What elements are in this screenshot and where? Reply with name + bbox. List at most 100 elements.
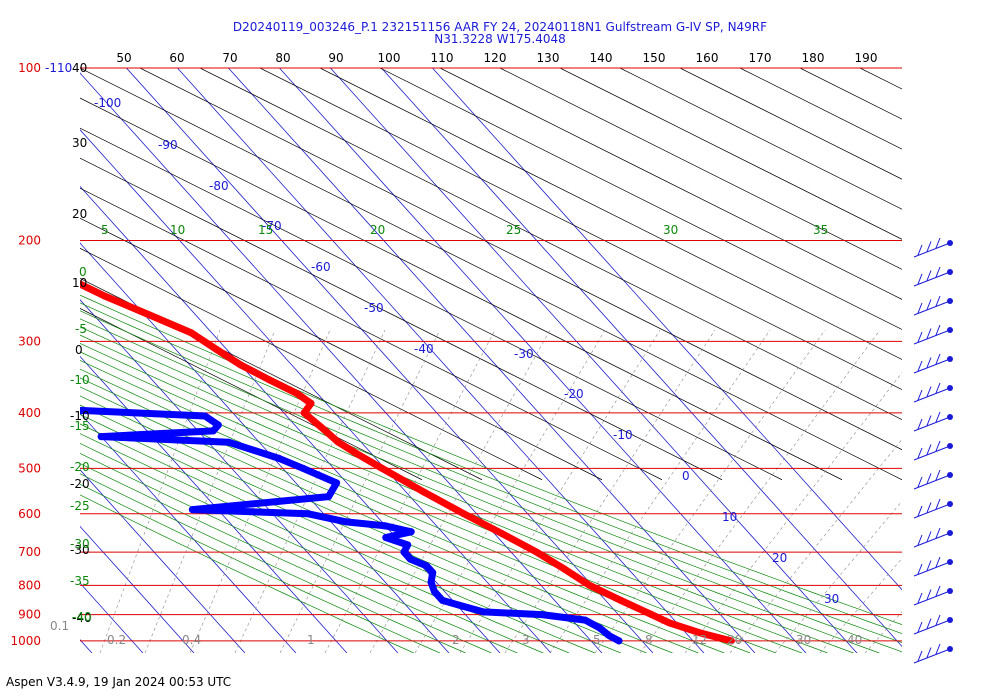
dewpoint-point: [438, 596, 446, 604]
reference-line: [379, 68, 902, 330]
wind-barb-flag: [926, 299, 932, 310]
reference-line: [80, 127, 783, 481]
isotherm-line: [432, 68, 902, 591]
mixing-ratio-label: 30: [796, 633, 811, 647]
dewpoint-point: [382, 534, 390, 541]
wind-barb-flag: [926, 502, 932, 513]
wind-barb-flag: [935, 324, 941, 336]
isotherm-label: -90: [158, 138, 178, 152]
mixing-ratio-label: 5: [593, 633, 601, 647]
top-temperature-label: 60: [169, 51, 184, 65]
reference-line: [319, 68, 902, 360]
isotherm-label: -50: [364, 301, 384, 315]
dry-adiabat: [80, 318, 902, 653]
wind-barb-flag: [935, 237, 941, 249]
mixing-ratio-line: [279, 329, 441, 653]
dry-adiabat-label: -40: [72, 610, 92, 624]
title-line-2: N31.3228 W175.4048: [434, 32, 566, 46]
isotherm-line: [126, 68, 654, 653]
wind-barb-flag: [935, 527, 941, 539]
dry-adiabat-label: 25: [506, 223, 521, 237]
wind-barb: [913, 358, 951, 374]
temperature-point: [378, 464, 386, 472]
mixing-ratio-line: [549, 329, 771, 653]
isotherm-line: [80, 469, 246, 653]
wind-barb: [913, 416, 951, 432]
top-temperature-label: 190: [855, 51, 878, 65]
mixing-ratio-label: 3: [522, 633, 530, 647]
wind-barb-flag: [917, 331, 923, 343]
reference-line: [139, 68, 902, 451]
reference-line: [739, 68, 902, 150]
pressure-label: 100: [18, 61, 41, 75]
dry-adiabat: [80, 483, 440, 653]
dewpoint-point: [427, 578, 435, 586]
dry-adiabat: [80, 343, 828, 653]
reference-line: [80, 68, 902, 481]
wind-barb-station: [947, 240, 953, 246]
dewpoint-point: [596, 624, 604, 632]
wind-barb-flag: [935, 556, 941, 568]
dry-adiabat: [80, 326, 880, 653]
wind-barb: [913, 648, 951, 664]
dry-adiabat-label: -30: [70, 537, 90, 551]
dewpoint-point: [430, 588, 438, 595]
top-temperature-label: 160: [696, 51, 719, 65]
pressure-label: 400: [18, 406, 41, 420]
temperature-point: [665, 619, 673, 627]
left-axis-label: 30: [72, 136, 87, 150]
wind-barb-flag: [926, 386, 932, 397]
wind-barb-flag: [935, 614, 941, 626]
dry-adiabat: [80, 377, 725, 653]
wind-barb-flag: [935, 411, 941, 423]
temperature-point: [34, 261, 41, 268]
left-axis-label: 20: [72, 207, 87, 221]
dewpoint-point: [407, 528, 415, 536]
dewpoint-point: [4, 397, 11, 404]
mixing-ratio-line: [639, 329, 881, 653]
dry-adiabat: [80, 310, 902, 644]
dry-adiabat: [80, 442, 544, 653]
pressure-label: 700: [18, 545, 41, 559]
wind-barb-station: [947, 559, 953, 565]
dry-adiabat-label: 35: [813, 223, 828, 237]
temperature-point: [727, 637, 735, 645]
wind-barb-flag: [917, 244, 923, 256]
temperature-point: [648, 611, 656, 619]
dry-adiabat: [80, 452, 518, 653]
wind-barb-station: [947, 646, 953, 652]
wind-barb-flag: [935, 585, 941, 597]
temperature-point: [561, 565, 569, 573]
dewpoint-point: [400, 548, 408, 556]
mixing-ratio-line: [774, 500, 902, 653]
dewpoint-point: [406, 555, 414, 563]
wind-barb-flag: [917, 476, 923, 488]
temperature-point: [187, 329, 195, 337]
mixing-ratio-label: 0.4: [182, 633, 201, 647]
temperature-point: [307, 399, 315, 407]
temperature-point: [334, 438, 342, 446]
top-temperature-label: 80: [275, 51, 290, 65]
isotherm-label: 20: [772, 551, 787, 565]
wind-barb-station: [947, 385, 953, 391]
isotherm-line: [80, 355, 348, 653]
wind-barb-station: [947, 443, 953, 449]
top-temperature-label: 100: [378, 51, 401, 65]
wind-barb-flag: [917, 505, 923, 517]
wind-barb: [913, 474, 951, 490]
mixing-ratio-line: [234, 329, 386, 653]
wind-barb-station: [947, 327, 953, 333]
dry-adiabat-label: 0: [79, 265, 87, 279]
dewpoint-point: [615, 637, 623, 645]
reference-line: [559, 68, 902, 240]
reference-line: [80, 247, 543, 481]
temperature-point: [533, 548, 541, 556]
wind-barb: [913, 271, 951, 287]
reference-line: [499, 68, 902, 270]
dry-adiabat: [80, 463, 492, 653]
mixing-ratio-line: [729, 438, 902, 653]
dry-adiabat: [80, 386, 699, 653]
isotherm-line: [80, 299, 399, 653]
dewpoint-point: [304, 510, 312, 518]
